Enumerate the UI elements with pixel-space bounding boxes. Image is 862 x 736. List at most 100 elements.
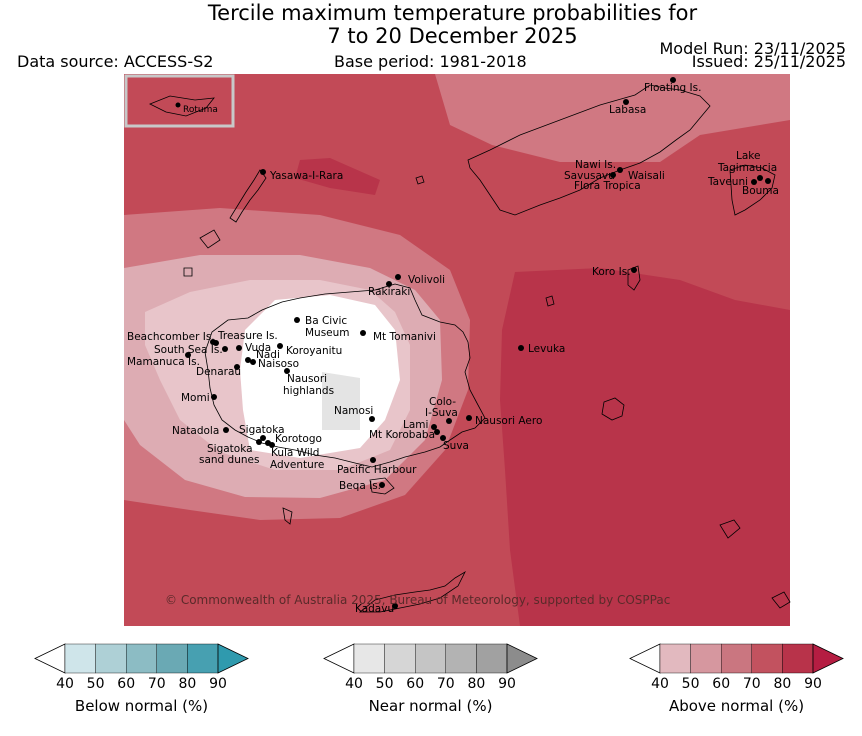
label-mt-tomanivi: Mt Tomanivi [373,331,436,343]
marker-sigatoka [260,435,266,441]
label-nawi: Nawi Is. [575,159,616,171]
label-kadavu: Kadavu [355,603,394,615]
colorbar-tick-label: 80 [773,676,791,692]
label-nausori-aero: Nausori Aero [475,415,542,427]
title-line-1: Tercile maximum temperature probabilitie… [207,1,698,25]
marker-beqa [379,482,385,488]
rotuma-inset: Rotuma [124,74,235,128]
place-markers [185,77,771,609]
marker-naisoso [250,359,256,365]
viti-levu-coast [204,283,486,468]
colorbar-tick-label: 70 [148,676,166,692]
label-koro: Koro Is. [592,266,631,278]
marker-momi [211,394,217,400]
colorbar-title: Near normal (%) [369,697,493,715]
label-floating-is: Floating Is. [644,82,701,94]
colorbar-tick-label: 40 [345,676,363,692]
label-taveuni: Taveuni [707,176,748,188]
rotuma-coast [149,95,215,117]
colorbar-segment [751,643,783,674]
yasawa-coast [229,169,267,223]
field-near-normal-patch [322,372,360,430]
taveuni-coast [729,164,776,216]
marker-lake-tagimaucia [757,175,763,181]
marker-south-sea [222,346,228,352]
vanua-levu-coast [467,84,711,216]
marker-nawi [617,167,623,173]
place-labels: Floating Is. Labasa Yasawa-I-Rara Nawi I… [127,82,779,615]
label-yasawa: Yasawa-I-Rara [269,170,343,182]
marker-mt-korobaba [434,429,440,435]
colorbar-high-extension [506,643,538,674]
label-mt-korobaba: Mt Korobaba [369,429,435,441]
marker-treasure [213,340,219,346]
colorbar-segment [659,643,691,674]
marker-volivoli [395,274,401,280]
marker-kadavu [392,603,398,609]
chart-title: Tercile maximum temperature probabilitie… [0,2,862,48]
label-colo-2: I-Suva [425,407,458,419]
label-mamanuca: Mamanuca Is. [127,356,200,368]
marker-nadi [245,357,251,363]
rotuma-marker [175,102,181,108]
label-south-sea: South Sea Is. [154,344,223,356]
data-source-label: Data source: ACCESS-S2 [17,52,214,71]
marker-namosi [369,416,375,422]
marker-rakiraki [386,281,392,287]
label-sigatoka-sand-dunes-1: Sigatoka [207,443,253,455]
label-volivoli: Volivoli [408,274,445,286]
marker-natadola [223,427,229,433]
colorbar-low-extension [629,643,661,674]
label-levuka: Levuka [528,343,565,355]
label-lake: Lake [736,150,760,162]
colorbar-title: Above normal (%) [669,697,804,715]
colorbar-segment [690,643,722,674]
koro-coast [627,265,641,291]
label-colo-1: Colo- [429,396,456,408]
label-nadi: Nadi [256,349,280,361]
colorbar-title: Below normal (%) [75,697,208,715]
label-flora-tropica: Flora Tropica [574,180,641,192]
colorbar-tick-label: 60 [406,676,424,692]
label-treasure: Treasure Is. [217,330,278,342]
colorbar-segment [782,643,814,674]
colorbar-segment [353,643,385,674]
small-island-3 [415,175,425,185]
label-namosi: Namosi [334,405,373,417]
small-island-4 [545,295,555,307]
marker-kula [269,442,275,448]
colorbar-segment [125,643,157,674]
field-80-90-yasawa [295,158,380,195]
label-tagimaucia: Tagimaucia [717,162,777,174]
colorbar-tick-label: 60 [117,676,135,692]
colorbar-tick-label: 50 [682,676,700,692]
small-island-8 [771,591,791,609]
small-island-7 [719,519,741,539]
field-60-70-north [435,74,790,162]
label-vuda: Vuda [245,342,271,354]
label-suva: Suva [443,440,469,452]
label-koroyanitu: Koroyanitu [286,345,342,357]
probability-field [124,74,790,626]
marker-bouma [765,178,771,184]
marker-koroyanitu [277,343,283,349]
marker-levuka [518,345,524,351]
marker-vuda [236,345,242,351]
marker-koro [631,267,637,273]
beqa-coast [369,477,395,495]
label-sigatoka: Sigatoka [239,424,285,436]
label-waisali: Waisali [628,170,665,182]
colorbar-segment [384,643,416,674]
field-80-90-east [500,268,790,626]
colorbar-segment [187,643,219,674]
model-run-label: Model Run: 23/11/2025 [659,39,847,58]
label-bouma: Bouma [742,185,779,197]
marker-labasa [623,99,629,105]
label-rakiraki: Rakiraki [368,286,410,298]
marker-savusavu [610,172,616,178]
small-island-2 [183,267,193,277]
label-natadola: Natadola [172,425,219,437]
